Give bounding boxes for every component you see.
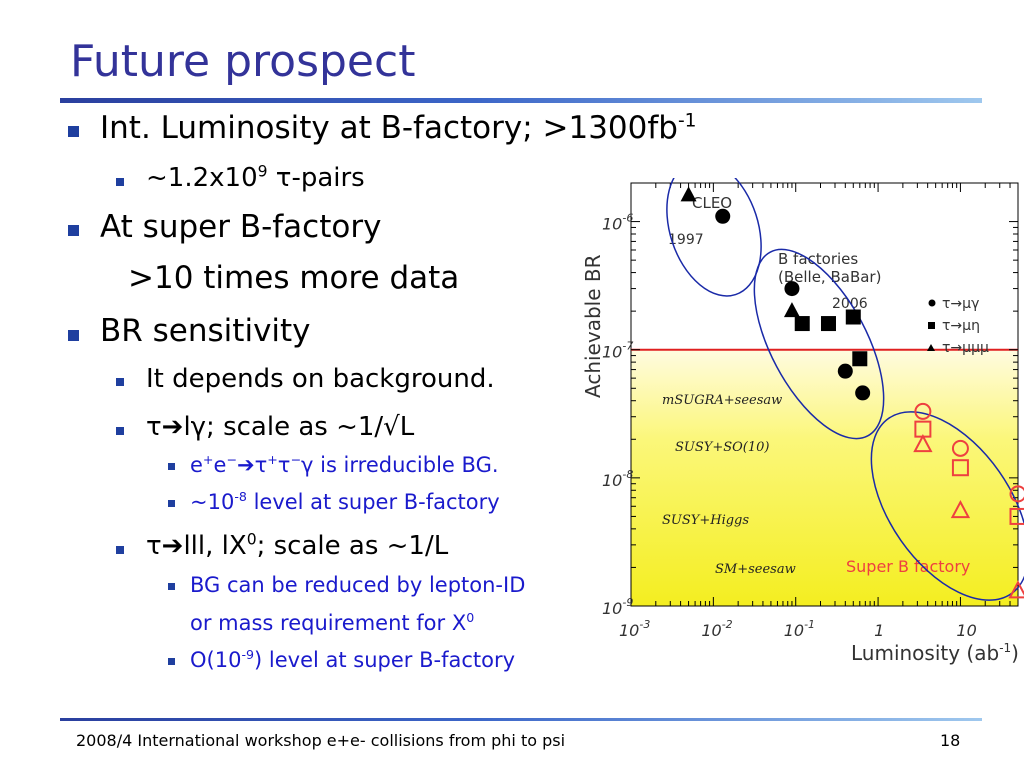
year-2006-label: 2006	[832, 296, 868, 312]
bullet-marker	[168, 658, 175, 665]
data-point-square	[1009, 507, 1024, 525]
bullet-marker	[168, 500, 175, 507]
x-tick-label: 10	[956, 621, 976, 640]
bullet-more-data: >10 times more data	[128, 260, 460, 296]
bullet-marker	[68, 225, 79, 236]
bullet-marker	[68, 126, 79, 137]
bullet-marker	[116, 178, 124, 186]
legend-label: τ→μμμ	[942, 340, 989, 356]
data-point-square	[794, 316, 810, 332]
bullet-level-1e-8: ~10-8 level at super B-factory	[190, 489, 500, 514]
data-point-square	[845, 309, 861, 325]
br-luminosity-plot: Achievable BR Luminosity (ab-1) 10-6 10-7…	[576, 178, 1024, 670]
bullet-bg-reduction-cont: or mass requirement for X0	[190, 610, 475, 635]
bullet-tau-lll: τ➔lll, lX0; scale as ~1/L	[146, 530, 449, 561]
bullet-br-sensitivity: BR sensitivity	[100, 313, 311, 349]
plot-canvas: Achievable BR Luminosity (ab-1) 10-6 10-7…	[581, 178, 1024, 665]
x-tick-label: 10-1	[784, 618, 815, 640]
data-point-triangle	[680, 186, 697, 202]
legend: τ→μγ τ→μη τ→μμμ	[927, 296, 989, 356]
data-point-circle	[914, 402, 932, 420]
axis-ticks	[630, 182, 1019, 607]
bullet-marker	[68, 330, 79, 341]
data-point-square	[951, 459, 969, 477]
data-point-square	[820, 316, 836, 332]
legend-label: τ→μγ	[942, 296, 979, 312]
bullet-marker	[168, 463, 175, 470]
model-label: SUSY+SO(10)	[675, 440, 770, 455]
bullet-marker	[116, 378, 124, 386]
bullet-irreducible-bg: e+e−➔τ+τ−γ is irreducible BG.	[190, 452, 499, 477]
model-label: SUSY+Higgs	[662, 513, 749, 528]
y-tick-labels: 10-6 10-7 10-8 10-9	[602, 212, 633, 618]
data-point-triangle	[783, 302, 800, 318]
footer-divider	[60, 718, 982, 721]
legend-label: τ→μη	[942, 318, 980, 334]
data-point-circle	[837, 363, 853, 379]
data-point-square	[852, 351, 868, 367]
plot-frame	[630, 182, 1019, 607]
bullet-level-1e-9: O(10-9) level at super B-factory	[190, 647, 516, 672]
x-tick-labels: 10-3 10-2 10-1 1 10	[619, 618, 977, 640]
page-title: Future prospect	[70, 36, 416, 87]
data-point-circle	[951, 439, 969, 457]
x-tick-label: 10-2	[701, 618, 732, 640]
data-point-circle	[784, 281, 800, 297]
y-tick-label: 10-7	[602, 340, 633, 362]
model-label: SM+seesaw	[715, 562, 796, 577]
data-points	[680, 186, 1024, 599]
legend-circle-icon	[928, 299, 936, 307]
data-point-circle	[855, 385, 871, 401]
data-point-triangle	[950, 500, 971, 519]
sensitivity-band	[631, 349, 1018, 606]
bullet-super-bfactory: At super B-factory	[100, 209, 382, 245]
y-tick-label: 10-6	[602, 212, 633, 234]
year-1997-label: 1997	[668, 232, 704, 248]
bullet-background: It depends on background.	[146, 364, 495, 394]
data-point-triangle	[1008, 580, 1024, 599]
title-divider	[60, 98, 982, 103]
x-tick-label: 1	[874, 621, 884, 640]
bullet-tau-lgamma: τ➔lγ; scale as ~1/√L	[146, 412, 415, 442]
page-number: 18	[940, 731, 961, 750]
bfactories-label: B factories	[778, 250, 858, 268]
bullet-marker	[168, 583, 175, 590]
y-tick-label: 10-9	[602, 596, 633, 618]
bullet-luminosity: Int. Luminosity at B-factory; >1300fb-1	[100, 110, 697, 146]
model-label: mSUGRA+seesaw	[662, 393, 782, 408]
bullet-marker	[116, 546, 124, 554]
bullet-tau-pairs: ~1.2x109 τ-pairs	[146, 162, 365, 193]
data-point-circle	[715, 208, 731, 224]
footer-text: 2008/4 International workshop e+e- colli…	[76, 731, 566, 750]
cleo-ellipse	[666, 178, 762, 297]
x-tick-label: 10-3	[619, 618, 650, 640]
x-axis-label: Luminosity (ab-1)	[851, 641, 1019, 665]
superb-label: Super B factory	[846, 557, 970, 576]
bullet-marker	[116, 427, 124, 435]
bullet-bg-reduction: BG can be reduced by lepton-ID	[190, 573, 526, 597]
legend-triangle-icon	[927, 344, 935, 351]
y-tick-label: 10-8	[602, 468, 633, 490]
data-point-circle	[1009, 485, 1024, 503]
bfactories-ellipse	[753, 248, 885, 440]
y-axis-label: Achievable BR	[581, 254, 605, 398]
data-point-triangle	[913, 434, 933, 453]
cleo-label: CLEO	[692, 194, 732, 212]
legend-square-icon	[928, 322, 935, 329]
